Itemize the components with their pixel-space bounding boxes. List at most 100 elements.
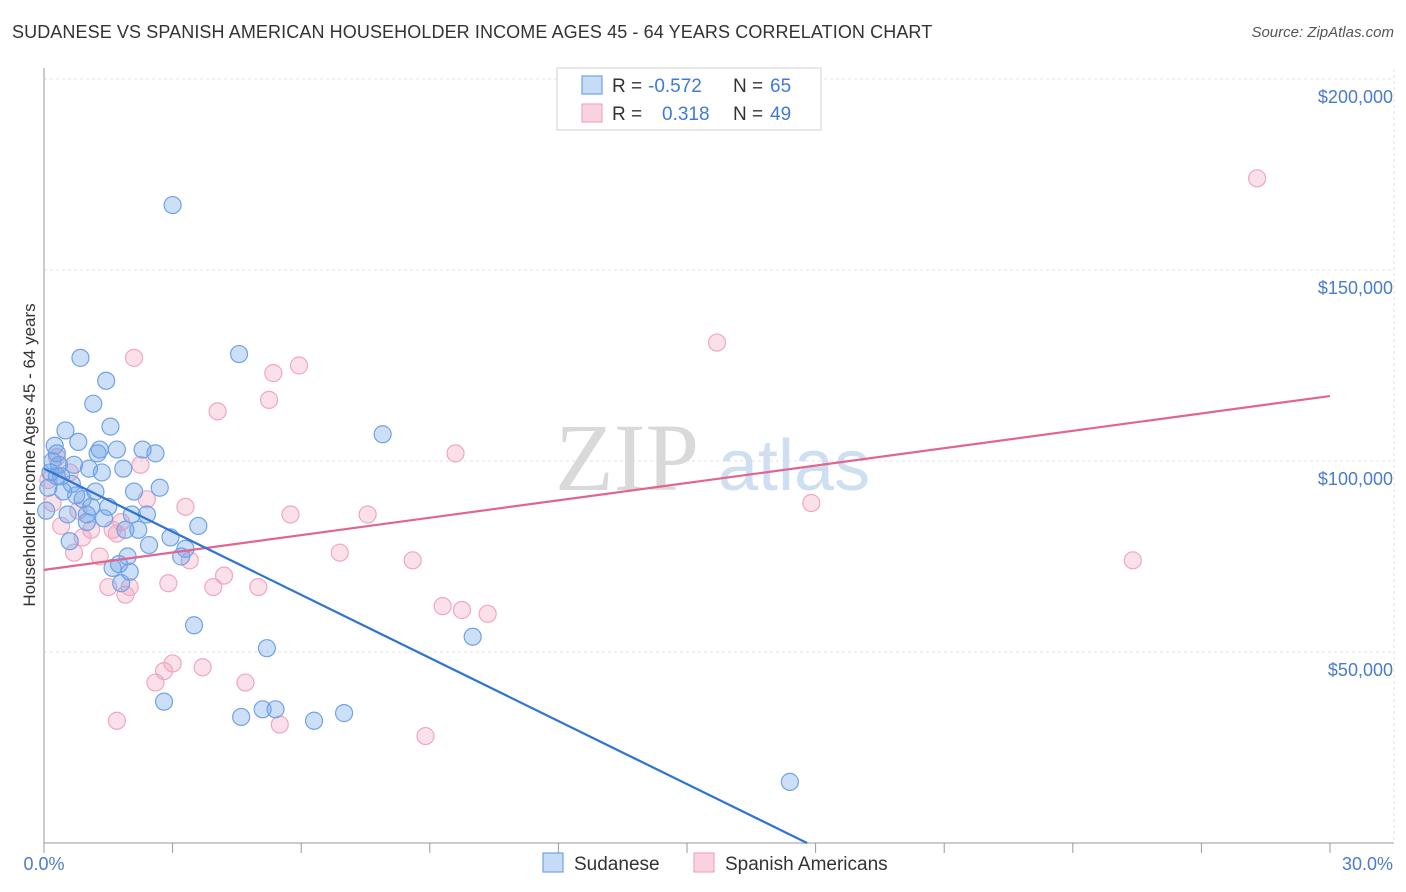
sudanese-point — [84, 394, 103, 413]
y-tick-label-2: $150,000 — [1318, 278, 1393, 298]
watermark-atlas: atlas — [718, 426, 870, 506]
sudanese-point — [334, 704, 354, 723]
spanish-point — [281, 505, 300, 524]
source-label: Source: ZipAtlas.com — [1251, 24, 1394, 41]
spanish-point — [120, 577, 139, 597]
spanish-point — [452, 600, 472, 620]
spanish-point — [433, 597, 452, 616]
spanish-point — [193, 658, 212, 677]
sudanese-point — [146, 444, 165, 463]
sudanese-point — [780, 772, 799, 791]
sudanese-point — [71, 348, 90, 367]
y-tick-label-0: $50,000 — [1328, 660, 1393, 680]
sudanese-point — [114, 459, 133, 478]
sudanese-point — [107, 440, 126, 459]
spanish-point — [403, 551, 422, 570]
legend-n-value-1: 65 — [770, 76, 791, 97]
chart-title: SUDANESE VS SPANISH AMERICAN HOUSEHOLDER… — [12, 22, 933, 42]
spanish-point — [259, 390, 279, 409]
sudanese-point — [47, 467, 66, 486]
sudanese-point — [47, 444, 66, 463]
x-tick-label-1: 30.0% — [1342, 854, 1393, 874]
legend-r-value-1: -0.572 — [648, 76, 702, 97]
sudanese-point — [232, 707, 251, 727]
spanish-point — [1248, 169, 1267, 188]
sudanese-point — [266, 700, 285, 719]
spanish-point — [289, 356, 309, 375]
legend-n-value-2: 49 — [770, 104, 791, 125]
sudanese-point — [257, 639, 277, 658]
legend-r-label-2: R = — [612, 104, 642, 125]
spanish-point — [107, 711, 126, 730]
sudanese-point — [101, 417, 120, 436]
sudanese-point — [229, 344, 249, 364]
y-tick-labels: $50,000 $100,000 $150,000 $200,000 — [1318, 87, 1393, 680]
sudanese-point — [69, 432, 88, 451]
sudanese-point — [97, 371, 116, 390]
sudanese-point — [154, 692, 174, 711]
sudanese-points — [37, 195, 799, 791]
sudanese-point — [373, 425, 392, 444]
bottom-legend-sudanese: Sudanese — [574, 854, 660, 875]
spanish-point — [176, 497, 195, 516]
sudanese-point — [139, 535, 159, 555]
sudanese-point — [304, 711, 324, 730]
sudanese-point — [37, 501, 56, 520]
spanish-point — [180, 551, 199, 570]
sudanese-point — [116, 520, 135, 539]
legend-n-label-2: N = — [733, 104, 763, 125]
bottom-legend: Sudanese Spanish Americans — [542, 852, 888, 875]
legend-swatch-spanish — [581, 103, 603, 123]
sudanese-point — [124, 482, 144, 501]
sudanese-point — [463, 627, 482, 646]
sudanese-point — [129, 520, 148, 539]
spanish-point — [214, 566, 234, 585]
spanish-point — [478, 604, 497, 623]
spanish-point — [64, 543, 84, 562]
axes — [43, 68, 1394, 853]
sudanese-point — [184, 616, 204, 635]
sudanese-point — [64, 455, 84, 474]
sudanese-point — [94, 509, 114, 528]
sudanese-trend-line — [43, 467, 808, 844]
spanish-point — [358, 505, 377, 524]
spanish-point — [446, 444, 465, 463]
bottom-swatch-sudanese — [542, 852, 564, 873]
x-tick-label-0: 0.0% — [23, 854, 64, 874]
sudanese-point — [118, 547, 137, 566]
sudanese-point — [120, 562, 139, 581]
spanish-point — [208, 402, 227, 421]
sudanese-point — [150, 478, 169, 497]
x-tick-labels: 0.0% 30.0% — [23, 854, 1393, 874]
legend-r-value-2: 0.318 — [662, 104, 710, 125]
sudanese-point — [60, 532, 79, 551]
spanish-point — [416, 726, 435, 746]
spanish-point — [107, 524, 126, 543]
spanish-point — [249, 577, 268, 597]
top-legend: R = -0.572 N = 65 R = 0.318 N = 49 — [556, 67, 822, 131]
sudanese-point — [88, 444, 107, 463]
sudanese-point — [56, 421, 75, 440]
spanish-point — [124, 348, 144, 367]
legend-n-label-1: N = — [733, 76, 763, 97]
spanish-point — [270, 715, 289, 734]
spanish-point — [159, 574, 178, 593]
spanish-point — [707, 333, 727, 352]
watermark: ZIP atlas — [555, 404, 870, 511]
trend-lines — [43, 394, 1331, 844]
sudanese-point — [58, 505, 77, 524]
y-tick-label-3: $200,000 — [1318, 87, 1393, 107]
sudanese-point — [253, 700, 272, 719]
spanish-point — [204, 577, 223, 597]
sudanese-point — [77, 505, 96, 524]
spanish-point — [264, 364, 283, 383]
y-tick-label-1: $100,000 — [1318, 469, 1393, 489]
spanish-point — [131, 455, 150, 474]
legend-swatch-sudanese — [581, 75, 603, 95]
spanish-point — [236, 673, 255, 692]
sudanese-point — [49, 455, 69, 474]
spanish-point — [1123, 551, 1142, 570]
spanish-point — [52, 516, 71, 536]
spanish-trend-line — [43, 394, 1331, 571]
